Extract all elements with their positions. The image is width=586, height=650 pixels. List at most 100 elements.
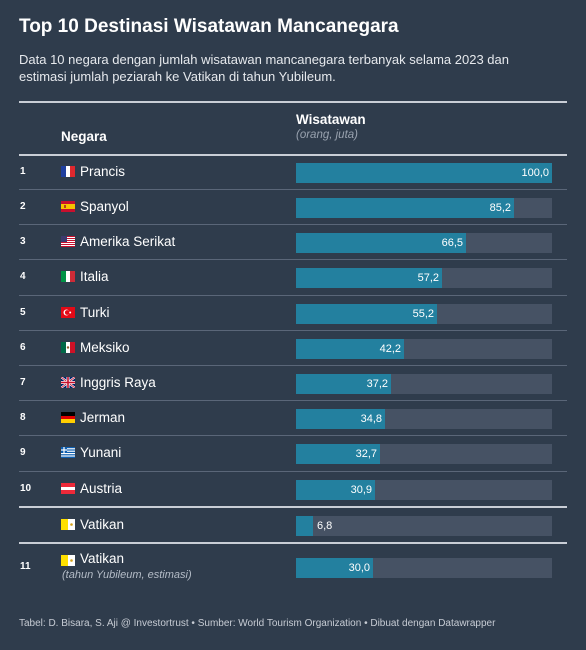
row-rank: 2 — [20, 201, 26, 212]
table-row: 3 Amerika Serikat 66,5 — [0, 225, 586, 259]
bar-value-label: 55,2 — [412, 308, 434, 320]
bar-track: 34,8 — [296, 409, 552, 429]
bar-track: 30,9 — [296, 480, 552, 500]
italy-flag-icon — [61, 271, 75, 282]
country-name: Spanyol — [80, 199, 129, 214]
mexico-flag-icon — [61, 342, 75, 353]
table-row: 4 Italia 57,2 — [0, 260, 586, 294]
uk-flag-icon — [61, 377, 75, 388]
bar-track: 85,2 — [296, 198, 552, 218]
row-divider — [19, 330, 567, 331]
row-divider — [19, 259, 567, 260]
country-name: Vatikan — [80, 517, 125, 532]
bar — [296, 444, 380, 464]
vatican-flag-icon — [61, 519, 75, 530]
table-row: 1 Prancis 100,0 — [0, 155, 586, 189]
table-row: 10 Austria 30,9 — [0, 472, 586, 506]
bar-track: 66,5 — [296, 233, 552, 253]
country-name: Inggris Raya — [80, 375, 156, 390]
bar-track: 42,2 — [296, 339, 552, 359]
bar-track: 6,8 — [296, 516, 552, 536]
spain-flag-icon — [61, 201, 75, 212]
bar-value-label: 37,2 — [366, 378, 388, 390]
table-row: 7 Inggris Raya 37,2 — [0, 366, 586, 400]
table-row: 2 Spanyol 85,2 — [0, 190, 586, 224]
bar — [296, 516, 313, 536]
chart-subtitle: Data 10 negara dengan jumlah wisatawan m… — [19, 52, 509, 84]
bar-value-label: 30,9 — [350, 484, 372, 496]
bar-track: 37,2 — [296, 374, 552, 394]
bar — [296, 198, 514, 218]
header-bottom-rule — [19, 154, 567, 156]
vatican-flag-icon — [61, 555, 75, 566]
section-divider — [19, 542, 567, 544]
row-rank: 3 — [20, 236, 26, 247]
row-divider — [19, 189, 567, 190]
bar-value-label: 42,2 — [379, 343, 401, 355]
chart-footer: Tabel: D. Bisara, S. Aji @ Investortrust… — [19, 618, 496, 629]
row-rank: 9 — [20, 447, 26, 458]
bar-track: 55,2 — [296, 304, 552, 324]
chart-title: Top 10 Destinasi Wisatawan Mancanegara — [19, 16, 399, 37]
bar — [296, 409, 385, 429]
country-column-header: Negara — [61, 129, 107, 144]
value-column-unit: (orang, juta) — [296, 129, 359, 141]
row-rank: 4 — [20, 271, 26, 282]
bar-value-label: 85,2 — [489, 202, 511, 214]
value-column-header: Wisatawan — [296, 112, 366, 127]
table-row: 6 Meksiko 42,2 — [0, 331, 586, 365]
table-row: Vatikan 6,8 — [0, 508, 586, 542]
austria-flag-icon — [61, 483, 75, 494]
bar — [296, 304, 437, 324]
country-name: Yunani — [80, 445, 122, 460]
bar — [296, 374, 391, 394]
row-divider — [19, 435, 567, 436]
bar-track: 32,7 — [296, 444, 552, 464]
row-rank: 11 — [20, 561, 31, 572]
country-name: Italia — [80, 269, 109, 284]
row-rank: 1 — [20, 166, 26, 177]
header-top-rule — [19, 101, 567, 103]
row-divider — [19, 224, 567, 225]
usa-flag-icon — [61, 236, 75, 247]
bar-track: 30,0 — [296, 558, 552, 578]
bar-track: 57,2 — [296, 268, 552, 288]
france-flag-icon — [61, 166, 75, 177]
country-name: Turki — [80, 305, 110, 320]
row-divider — [19, 365, 567, 366]
bar — [296, 339, 404, 359]
bar-value-label: 6,8 — [317, 520, 333, 532]
row-rank: 8 — [20, 412, 26, 423]
bar-value-label: 32,7 — [355, 448, 377, 460]
row-divider — [19, 400, 567, 401]
bar-value-label: 66,5 — [441, 237, 463, 249]
bar-value-label: 30,0 — [348, 562, 370, 574]
country-name: Amerika Serikat — [80, 234, 176, 249]
country-name: Prancis — [80, 164, 126, 179]
bar-track: 100,0 — [296, 163, 552, 183]
section-divider — [19, 506, 567, 508]
row-divider — [19, 471, 567, 472]
table-row: 8 Jerman 34,8 — [0, 401, 586, 435]
bar-value-label: 100,0 — [521, 167, 549, 179]
country-note: (tahun Yubileum, estimasi) — [62, 569, 192, 581]
turkey-flag-icon — [61, 307, 75, 318]
bar — [296, 163, 552, 183]
bar-value-label: 34,8 — [360, 413, 382, 425]
bar — [296, 480, 375, 500]
bar-value-label: 57,2 — [417, 272, 439, 284]
row-rank: 5 — [20, 307, 26, 318]
country-name: Vatikan — [80, 551, 125, 566]
table-row: 11 Vatikan (tahun Yubileum, estimasi) 30,0 — [0, 544, 586, 590]
country-name: Meksiko — [80, 340, 130, 355]
bar — [296, 233, 466, 253]
table-row: 9 Yunani 32,7 — [0, 436, 586, 470]
bar — [296, 558, 373, 578]
country-name: Jerman — [80, 410, 126, 425]
row-rank: 10 — [20, 483, 32, 494]
greece-flag-icon — [61, 447, 75, 458]
germany-flag-icon — [61, 412, 75, 423]
row-divider — [19, 295, 567, 296]
row-rank: 7 — [20, 377, 26, 388]
